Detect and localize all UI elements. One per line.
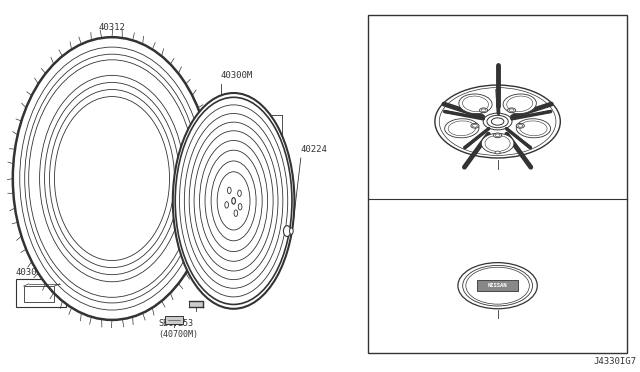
Ellipse shape — [234, 210, 237, 217]
Text: 40300AA: 40300AA — [16, 268, 54, 277]
Circle shape — [435, 85, 561, 158]
Ellipse shape — [459, 94, 492, 114]
Circle shape — [471, 124, 479, 128]
Ellipse shape — [173, 93, 294, 309]
Ellipse shape — [227, 187, 231, 194]
Text: 40343: 40343 — [484, 320, 511, 329]
Text: 40300M: 40300M — [221, 71, 253, 80]
Ellipse shape — [225, 202, 228, 208]
Bar — [24, 286, 54, 302]
Ellipse shape — [232, 198, 236, 204]
Bar — [189, 301, 203, 307]
Bar — [16, 279, 66, 307]
Text: J4330IG7: J4330IG7 — [594, 357, 637, 366]
Circle shape — [479, 108, 488, 113]
Text: ALUMINUM WHEEL: ALUMINUM WHEEL — [454, 24, 541, 34]
Text: (40700M): (40700M) — [159, 330, 198, 339]
Ellipse shape — [503, 94, 536, 114]
Text: 40300M: 40300M — [481, 171, 514, 180]
Circle shape — [495, 151, 500, 154]
Ellipse shape — [481, 133, 514, 153]
Ellipse shape — [58, 102, 166, 255]
Circle shape — [493, 133, 502, 138]
Ellipse shape — [289, 228, 293, 234]
Text: SEC.E53: SEC.E53 — [159, 319, 194, 328]
Text: 40300A: 40300A — [208, 294, 240, 303]
Ellipse shape — [516, 119, 550, 138]
Bar — [477, 280, 518, 292]
Circle shape — [516, 124, 524, 128]
Ellipse shape — [284, 226, 291, 237]
Circle shape — [508, 108, 516, 113]
Ellipse shape — [238, 203, 242, 210]
Text: ORNAMENT: ORNAMENT — [472, 177, 523, 187]
Text: 40224: 40224 — [301, 145, 328, 154]
Text: 16x6.5J: 16x6.5J — [479, 40, 516, 49]
Bar — [368, 15, 627, 353]
Circle shape — [492, 118, 504, 125]
Text: NISSAN: NISSAN — [488, 283, 508, 288]
Ellipse shape — [445, 119, 479, 138]
Circle shape — [466, 267, 529, 304]
Circle shape — [463, 265, 532, 306]
Ellipse shape — [237, 190, 241, 196]
Text: 40312: 40312 — [99, 23, 125, 32]
Ellipse shape — [13, 37, 211, 320]
FancyBboxPatch shape — [165, 316, 183, 324]
Circle shape — [458, 263, 538, 309]
